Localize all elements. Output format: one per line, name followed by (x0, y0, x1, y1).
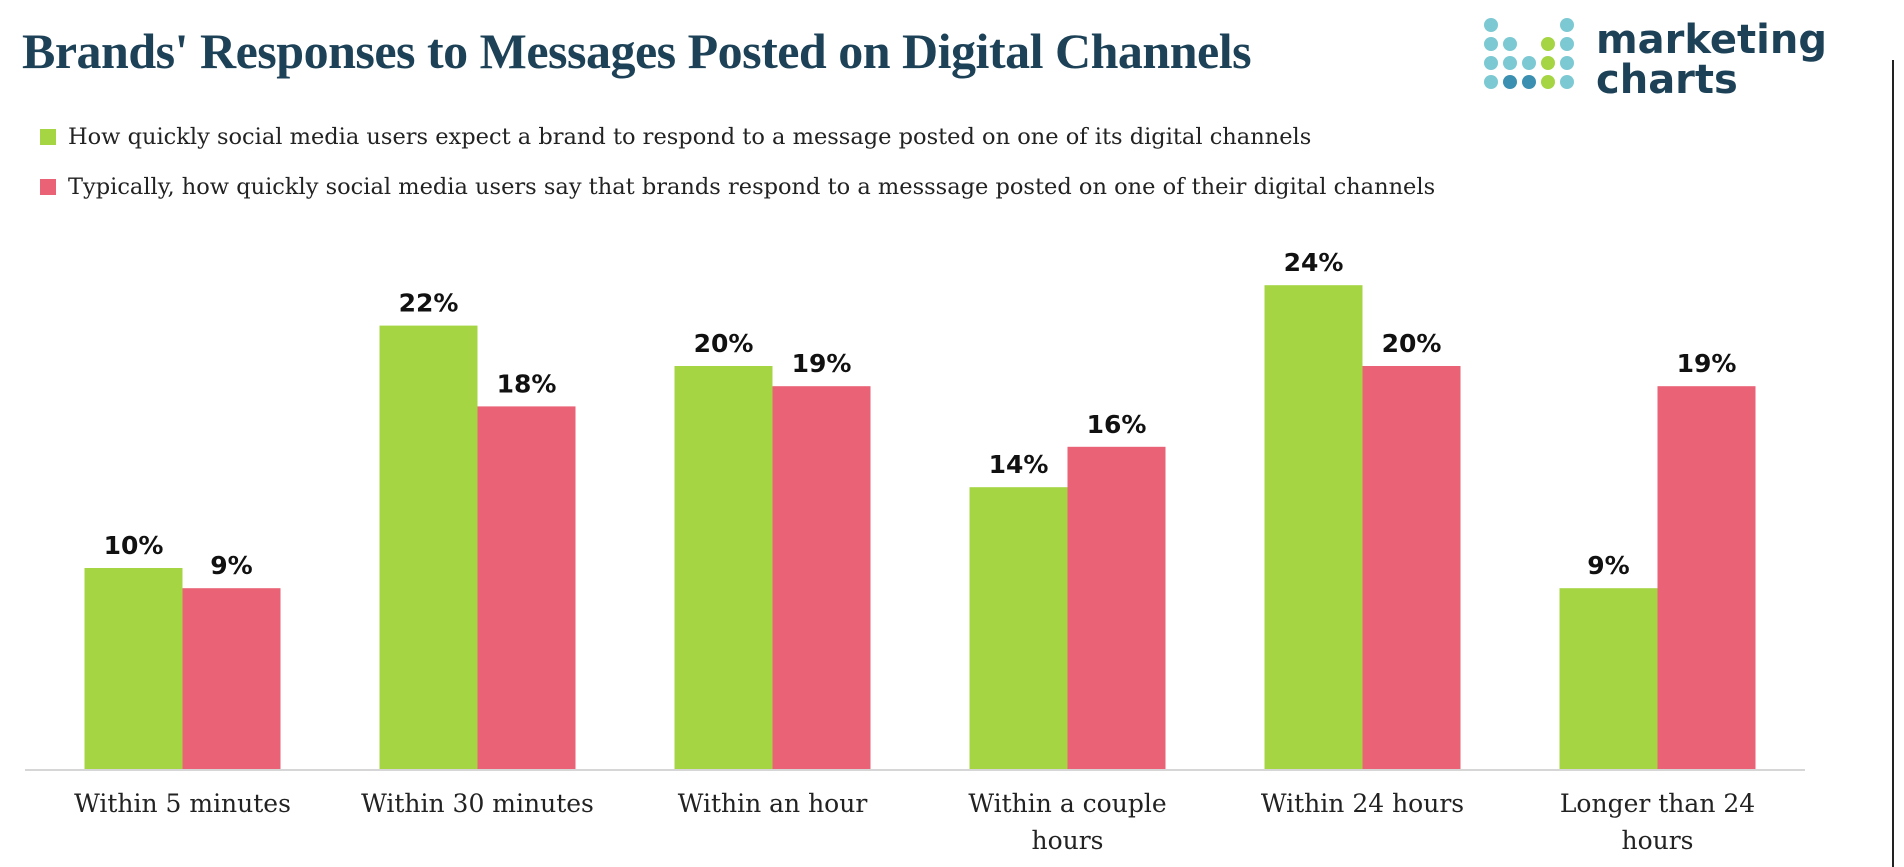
data-label-typical: 19% (1677, 349, 1737, 378)
x-tick-label: Within 5 minutes (74, 789, 291, 818)
x-tick-label: Longer than 24 (1560, 789, 1755, 818)
x-tick-label: Within 24 hours (1261, 789, 1464, 818)
data-label-typical: 19% (792, 349, 852, 378)
bar-expect (84, 568, 183, 770)
data-label-expect: 9% (1587, 551, 1629, 580)
data-label-expect: 24% (1284, 248, 1344, 277)
logo-dot (1560, 37, 1574, 51)
legend-label-typical: Typically, how quickly social media user… (68, 174, 1436, 200)
data-label-expect: 14% (989, 450, 1049, 479)
x-tick-label: hours (1621, 826, 1693, 855)
bar-expect (674, 366, 773, 770)
logo-dots-icon (1484, 18, 1584, 108)
data-label-typical: 9% (210, 551, 252, 580)
data-label-expect: 22% (399, 289, 459, 318)
logo-dot (1560, 18, 1574, 32)
legend-item-typical: Typically, how quickly social media user… (40, 162, 1435, 212)
data-label-expect: 10% (104, 531, 164, 560)
logo-dot (1484, 75, 1498, 89)
chart-title: Brands' Responses to Messages Posted on … (22, 23, 1252, 79)
data-label-expect: 20% (694, 329, 754, 358)
legend-swatch-typical (40, 179, 56, 195)
data-label-typical: 16% (1087, 410, 1147, 439)
logo-dot (1541, 37, 1555, 51)
logo-dot (1484, 56, 1498, 70)
x-tick-label: Within a couple (968, 789, 1166, 818)
bar-expect (379, 325, 478, 770)
x-tick-label: Within 30 minutes (361, 789, 594, 818)
logo-line-2: charts (1596, 57, 1738, 103)
bar-expect (1264, 285, 1363, 770)
bar-typical (1657, 386, 1756, 770)
marketing-charts-logo: marketing charts (1484, 18, 1827, 108)
bar-typical (1362, 366, 1461, 770)
logo-dot (1560, 56, 1574, 70)
logo-dot (1522, 56, 1536, 70)
logo-dot (1503, 56, 1517, 70)
right-edge-line (1892, 60, 1894, 867)
logo-dot (1541, 56, 1555, 70)
legend-item-expect: How quickly social media users expect a … (40, 112, 1435, 162)
bar-expect (969, 487, 1068, 770)
bar-typical (182, 588, 281, 770)
legend-swatch-expect (40, 129, 56, 145)
logo-dot (1541, 75, 1555, 89)
bar-typical (772, 386, 871, 770)
logo-dot (1560, 75, 1574, 89)
logo-dot (1503, 37, 1517, 51)
data-label-typical: 20% (1382, 329, 1442, 358)
logo-dot (1503, 75, 1517, 89)
data-label-typical: 18% (497, 369, 557, 398)
logo-dot (1522, 75, 1536, 89)
legend-label-expect: How quickly social media users expect a … (68, 124, 1312, 150)
bar-typical (477, 406, 576, 770)
bar-typical (1067, 446, 1166, 770)
x-tick-label: hours (1031, 826, 1103, 855)
logo-wordmark: marketing charts (1596, 20, 1827, 100)
bar-expect (1559, 588, 1658, 770)
logo-line-1: marketing (1596, 17, 1827, 63)
logo-dot (1484, 37, 1498, 51)
legend: How quickly social media users expect a … (40, 112, 1435, 212)
x-tick-label: Within an hour (678, 789, 868, 818)
logo-dot (1484, 18, 1498, 32)
